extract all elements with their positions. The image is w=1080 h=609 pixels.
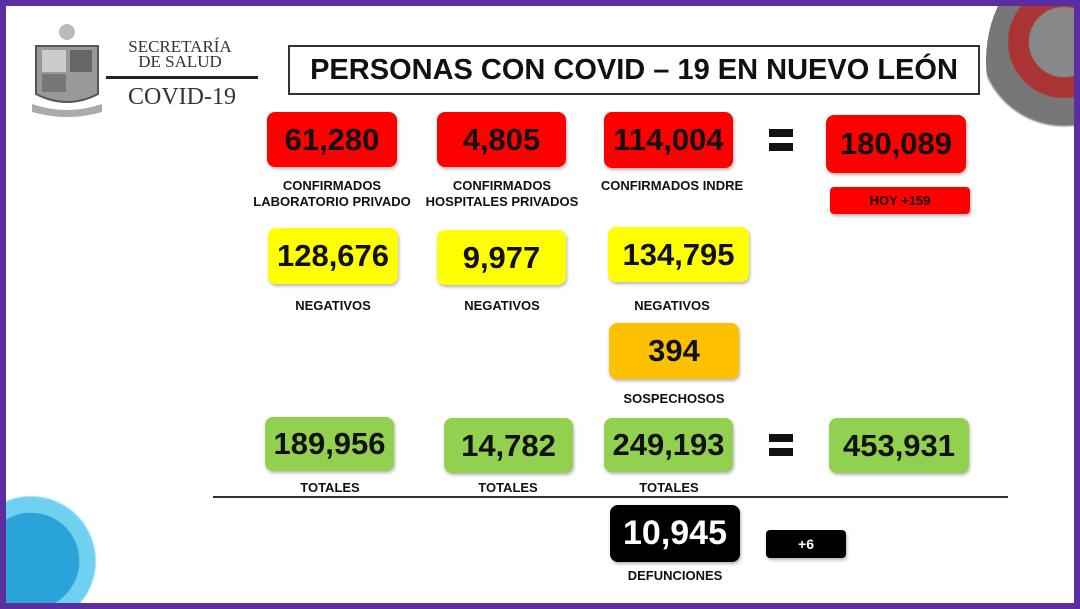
negatives-indre-value: 134,795 xyxy=(608,227,749,282)
label: NEGATIVOS xyxy=(295,298,371,313)
label: CONFIRMADOS INDRE xyxy=(600,178,744,193)
negatives-hosp-value: 9,977 xyxy=(437,230,566,285)
confirmed-today-badge: HOY +159 xyxy=(830,187,970,214)
covid-subtitle: COVID-19 xyxy=(128,84,236,110)
label: CONFIRMADOS xyxy=(282,178,382,193)
confirmed-hosp-privados-value: 4,805 xyxy=(437,112,566,167)
equals-sign xyxy=(769,129,793,151)
confirmed-indre-value: 114,004 xyxy=(604,112,733,168)
org-name-line2: DE SALUD xyxy=(138,52,222,71)
slide: SECRETARÍA DE SALUD COVID-19 PERSONAS CO… xyxy=(6,6,1074,603)
equals-sign xyxy=(769,434,793,456)
label: CONFIRMADOS xyxy=(452,178,552,193)
virus-image-top-right xyxy=(986,6,1074,156)
virus-image-bottom-left xyxy=(6,486,106,603)
confirmed-lab-privado-value: 61,280 xyxy=(267,112,397,167)
label: TOTALES xyxy=(300,480,360,495)
logo-divider xyxy=(106,76,258,79)
nuevo-leon-coat-of-arms-logo xyxy=(32,24,102,117)
divider xyxy=(213,496,1008,498)
label: HOSPITALES PRIVADOS xyxy=(425,194,579,209)
totals-indre-value: 249,193 xyxy=(604,418,733,472)
label: LABORATORIO PRIVADO xyxy=(253,194,411,209)
page-title: PERSONAS CON COVID – 19 EN NUEVO LEÓN xyxy=(288,45,980,95)
negatives-lab-value: 128,676 xyxy=(268,228,398,284)
totals-hosp-value: 14,782 xyxy=(444,418,573,473)
suspects-value: 394 xyxy=(609,323,739,379)
label: NEGATIVOS xyxy=(464,298,540,313)
deaths-value: 10,945 xyxy=(610,505,740,562)
deaths-today-badge: +6 xyxy=(766,530,846,558)
label: SOSPECHOSOS xyxy=(623,391,725,406)
label: NEGATIVOS xyxy=(634,298,710,313)
confirmed-total-value: 180,089 xyxy=(826,115,966,173)
label: TOTALES xyxy=(478,480,538,495)
label: DEFUNCIONES xyxy=(627,568,723,583)
label: TOTALES xyxy=(639,480,699,495)
grand-total-value: 453,931 xyxy=(829,418,969,473)
totals-lab-value: 189,956 xyxy=(265,417,394,471)
org-name-line1: SECRETARÍA xyxy=(128,37,232,56)
